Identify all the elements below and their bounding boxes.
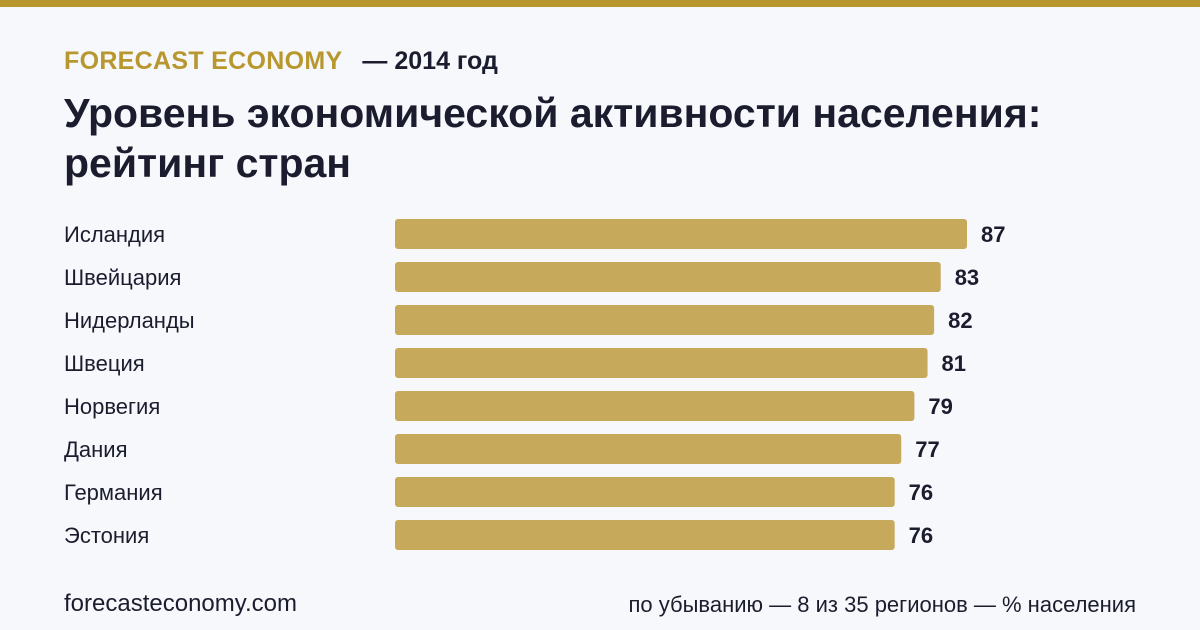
category-label: Дания [64, 437, 128, 462]
category-label: Нидерланды [64, 308, 195, 333]
category-label: Германия [64, 480, 163, 505]
value-label: 82 [948, 308, 972, 333]
category-label: Швеция [64, 351, 145, 376]
bar [395, 348, 928, 378]
year-label: — 2014 год [362, 46, 498, 75]
value-label: 77 [915, 437, 939, 462]
bar [395, 520, 895, 550]
bar-chart: Исландия 87 Швейцария 83 Нидерланды 82 Швеция 8… [64, 219, 1005, 550]
footer-note: по убыванию — 8 из 35 регионов — % насел… [628, 592, 1136, 617]
value-label: 83 [955, 265, 979, 290]
bar [395, 391, 915, 421]
bar [395, 434, 902, 464]
value-label: 79 [928, 394, 952, 419]
category-label: Швейцария [64, 265, 181, 290]
value-label: 87 [981, 222, 1005, 247]
chart-title: Уровень экономической активности населен… [64, 90, 1042, 186]
bar [395, 305, 935, 335]
top-accent-bar [0, 0, 1200, 7]
bar [395, 477, 895, 507]
value-label: 76 [909, 480, 933, 505]
brand-name: FORECAST ECONOMY [64, 46, 343, 75]
footer-site: forecasteconomy.com [64, 590, 297, 617]
value-label: 76 [909, 523, 933, 548]
category-label: Исландия [64, 222, 165, 247]
value-label: 81 [942, 351, 966, 376]
category-label: Норвегия [64, 394, 160, 419]
bar [395, 219, 967, 249]
bar [395, 262, 941, 292]
category-label: Эстония [64, 523, 149, 548]
header: FORECAST ECONOMY — 2014 год [64, 44, 498, 78]
